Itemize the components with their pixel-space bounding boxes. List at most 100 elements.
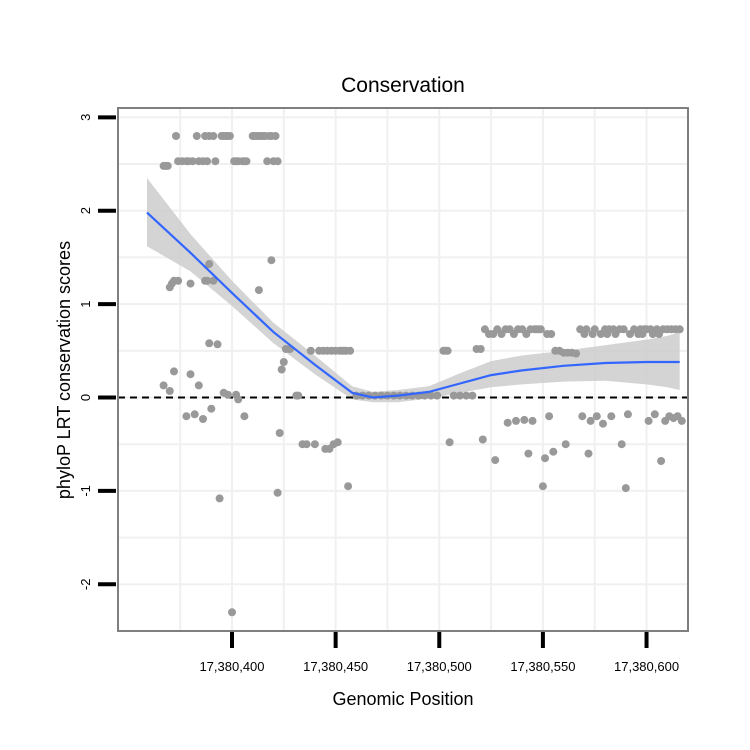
data-point xyxy=(449,391,458,400)
data-point xyxy=(203,157,212,166)
x-tick-label: 17,380,600 xyxy=(614,659,679,674)
data-point xyxy=(294,391,303,400)
data-point xyxy=(433,391,442,400)
data-point xyxy=(657,457,666,465)
data-point xyxy=(468,391,477,400)
data-point xyxy=(209,132,218,140)
data-point xyxy=(677,416,686,425)
data-point xyxy=(650,410,659,419)
data-point xyxy=(617,440,626,449)
data-point xyxy=(170,367,178,376)
data-point xyxy=(592,412,601,421)
data-point xyxy=(476,345,485,353)
x-axis: 17,380,400 17,380,450 17,380,500 17,380,550… xyxy=(199,632,679,674)
data-point xyxy=(503,418,512,427)
data-point xyxy=(254,286,263,295)
data-point xyxy=(561,440,570,449)
data-point xyxy=(528,416,537,425)
data-point xyxy=(590,325,599,334)
x-tick-label: 17,380,400 xyxy=(199,659,264,674)
x-axis-label: Genomic Position xyxy=(332,689,473,709)
data-point xyxy=(186,279,195,288)
y-axis: -2 -1 0 1 2 3 xyxy=(78,114,116,590)
data-point xyxy=(584,449,593,458)
data-point xyxy=(512,416,520,425)
data-point xyxy=(172,132,180,140)
data-point xyxy=(443,346,452,355)
data-point xyxy=(456,391,464,400)
data-point xyxy=(462,391,471,400)
line-layer xyxy=(146,211,680,399)
data-point xyxy=(215,494,224,503)
data-point xyxy=(344,482,353,491)
data-point xyxy=(174,276,183,285)
data-point xyxy=(582,325,591,334)
data-point xyxy=(240,412,249,421)
data-point xyxy=(491,456,500,465)
y-tick-label: -2 xyxy=(78,579,93,591)
data-point xyxy=(163,161,172,170)
points-layer xyxy=(159,132,686,617)
data-point xyxy=(445,438,454,447)
data-point xyxy=(182,412,191,421)
y-tick-label: 3 xyxy=(78,114,93,121)
data-point xyxy=(623,410,632,419)
data-point xyxy=(159,381,168,390)
data-point xyxy=(186,370,195,379)
data-point xyxy=(427,391,435,400)
y-tick-label: 1 xyxy=(78,300,93,307)
data-point xyxy=(545,412,554,421)
data-point xyxy=(203,276,212,285)
data-point xyxy=(277,365,286,374)
data-point xyxy=(333,438,342,447)
data-point xyxy=(271,132,280,140)
smooth-fit-line xyxy=(146,211,680,399)
data-point xyxy=(225,132,234,140)
data-point xyxy=(205,339,214,348)
data-point xyxy=(192,132,201,140)
data-point xyxy=(310,440,319,449)
data-point xyxy=(273,157,282,166)
data-point xyxy=(619,325,628,334)
data-point xyxy=(263,157,272,166)
data-point xyxy=(524,449,533,458)
x-tick-label: 17,380,550 xyxy=(510,659,575,674)
data-point xyxy=(209,276,218,285)
y-tick-label: 0 xyxy=(78,394,93,401)
data-point xyxy=(199,415,207,423)
data-point xyxy=(279,358,288,366)
data-point xyxy=(578,412,587,421)
data-point xyxy=(586,416,595,425)
data-point xyxy=(194,381,203,390)
data-point xyxy=(302,440,311,449)
data-point xyxy=(306,346,315,355)
data-point xyxy=(547,330,556,338)
y-axis-label: phyloP LRT conservation scores xyxy=(54,241,74,499)
data-point xyxy=(621,484,630,493)
data-point xyxy=(572,349,581,358)
data-point xyxy=(538,482,547,491)
chart-title: Conservation xyxy=(341,74,465,97)
data-point xyxy=(267,256,276,265)
data-point xyxy=(205,260,214,268)
data-point xyxy=(536,325,545,334)
data-point xyxy=(188,157,197,166)
data-point xyxy=(599,419,607,428)
x-tick-label: 17,380,450 xyxy=(303,659,368,674)
panel-border xyxy=(117,107,689,632)
data-point xyxy=(234,395,243,404)
data-point xyxy=(541,454,549,463)
data-point xyxy=(478,435,487,444)
data-point xyxy=(165,387,174,395)
data-point xyxy=(644,416,653,425)
y-tick-label: -1 xyxy=(78,485,93,497)
confidence-ribbon xyxy=(147,178,680,403)
y-tick-label: 2 xyxy=(78,207,93,214)
data-point xyxy=(213,340,222,349)
data-point xyxy=(346,346,355,355)
x-tick-label: 17,380,500 xyxy=(407,659,472,674)
data-point xyxy=(223,390,232,399)
data-point xyxy=(242,157,251,166)
data-point xyxy=(207,404,216,413)
